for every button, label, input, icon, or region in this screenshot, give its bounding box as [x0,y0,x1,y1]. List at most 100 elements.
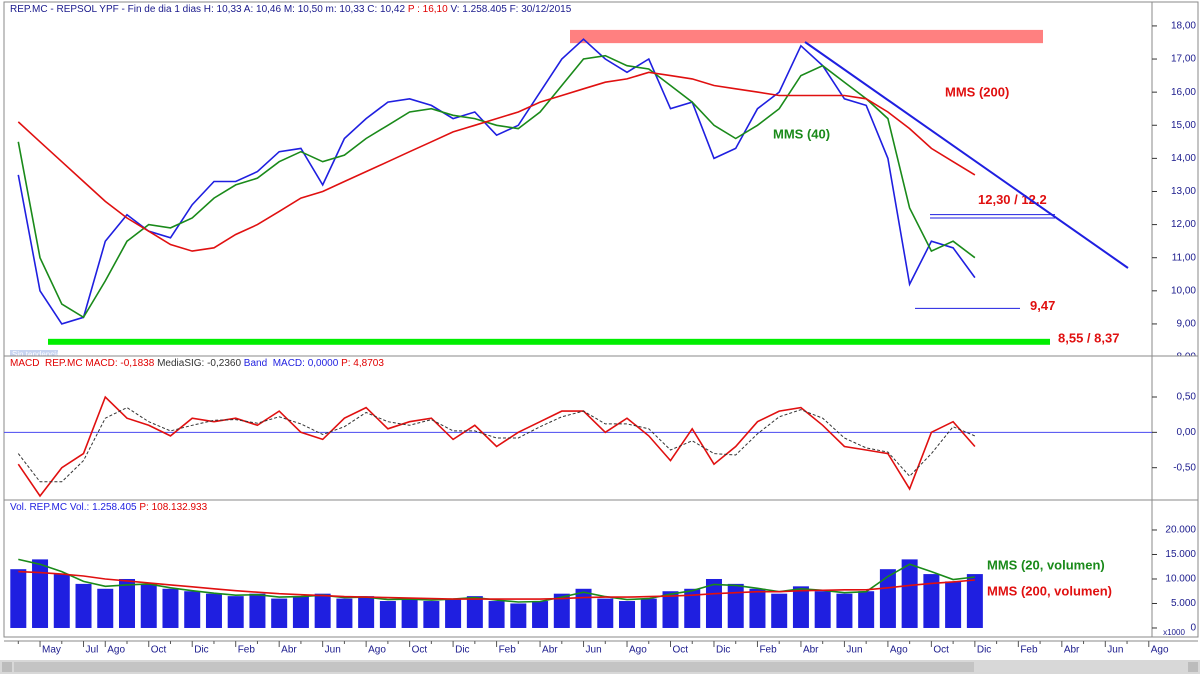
series-line [18,570,975,600]
annotation: 12,30 / 12,2 [978,192,1047,207]
x-tick-label: Dic [716,645,730,656]
x-tick-label: Ago [890,645,908,656]
support-band [48,338,1050,345]
volume-bar [119,578,135,628]
volume-bar [575,588,592,628]
x-tick-label: Dic [194,645,208,656]
volume-bar [97,588,114,628]
annotation: 8,55 / 8,37 [1058,330,1119,345]
series-label: MMS (200, volumen) [987,583,1112,598]
header-part: MACD REP.MC MACD: -0,1838 [10,358,157,369]
x-tick-label: Feb [238,645,256,656]
y-tick-label: 0,50 [1177,392,1197,403]
volume-bar [966,574,983,628]
y-tick-label: 5.000 [1171,598,1196,609]
y-tick-label: 14,00 [1171,153,1196,164]
series-line [17,407,976,483]
volume-bar [466,596,483,628]
volume-bar [401,598,418,628]
y-tick-label: 16,00 [1171,87,1196,98]
volume-bar [597,598,614,628]
volume-bar [379,601,396,628]
volume-bar [879,569,896,628]
volume-bar [423,601,440,628]
x-tick-label: Jun [325,645,341,656]
resistance-band [570,29,1043,44]
series-line [17,54,976,319]
x-tick-label: Ago [107,645,125,656]
x-tick-label: Jul [86,645,99,656]
axis-panel [1151,355,1199,509]
y-tick-label: 17,00 [1171,54,1196,65]
volume-bar [75,583,92,628]
x-tick-label: Ago [1151,645,1169,656]
series-label: MMS (200) [945,84,1009,99]
volume-bar [358,596,375,628]
volume-bar [184,591,201,628]
volume-bar [640,598,657,628]
header-part: P : 16,10 [408,4,448,15]
x-tick-label: Ago [629,645,647,656]
volume-bar [292,596,309,628]
axis-panel [1151,1,1199,365]
volume-bar [227,596,244,628]
x-tick-label: Jun [586,645,602,656]
volume-bar [314,593,331,628]
volume-bar [749,588,766,628]
scroll-left[interactable] [2,662,12,672]
volume-bar [814,591,831,628]
volume-bar [705,578,722,628]
x-tick-label: Feb [499,645,517,656]
y-tick-label: 0 [1190,623,1196,634]
volume-bar [205,593,222,628]
series-line [17,395,976,498]
unit-label: x1000 [1163,628,1185,637]
y-tick-label: 20.000 [1165,525,1196,536]
y-tick-label: 15,00 [1171,120,1196,131]
y-tick-label: 10.000 [1165,574,1196,585]
x-tick-label: Abr [542,645,558,656]
x-tick-label: Jun [846,645,862,656]
header-part: Vol. REP.MC Vol.: 1.258.405 [10,502,139,513]
y-tick-label: 18,00 [1171,21,1196,32]
volume-bar [901,559,918,628]
y-tick-label: 11,00 [1172,252,1197,263]
volume-bar [140,583,157,628]
x-tick-label: Jun [1107,645,1123,656]
volume-bar [858,591,875,628]
series-line [17,71,976,252]
trend-line [804,41,1129,269]
x-tick-label: May [42,645,61,656]
volume-bar [662,591,679,628]
volume-bar [53,574,70,628]
volume-bar [162,588,179,628]
scroll-right[interactable] [1188,662,1198,672]
volume-bar [684,588,701,628]
y-tick-label: 12,00 [1171,219,1196,230]
annotation: 9,47 [1030,298,1055,313]
y-tick-label: -0,50 [1173,462,1196,473]
volume-bar [553,593,570,628]
header-part: P: 4,8703 [341,358,384,369]
x-tick-label: Abr [281,645,297,656]
panel-header: MACD REP.MC MACD: -0,1838 MediaSIG: -0,2… [10,358,384,369]
volume-bar [836,593,853,628]
x-tick-label: Abr [1064,645,1080,656]
y-tick-label: 0,00 [1177,427,1197,438]
scroll-thumb[interactable] [14,662,974,672]
x-tick-label: Feb [759,645,777,656]
x-tick-label: Oct [151,645,167,656]
header-part: REP.MC - REPSOL YPF - Fin de dia 1 dias … [10,4,408,15]
volume-bar [727,583,744,628]
panel-header: Vol. REP.MC Vol.: 1.258.405 P: 108.132.9… [10,502,208,513]
badge: Sin tendencia [12,350,61,359]
x-tick-label: Dic [977,645,991,656]
volume-bar [249,593,266,628]
x-tick-label: Dic [455,645,469,656]
series-label: MMS (40) [773,126,830,141]
volume-bar [923,574,940,628]
panel-frame [3,1,1153,365]
header-part: P: 108.132.933 [139,502,207,513]
volume-bar [792,586,809,628]
